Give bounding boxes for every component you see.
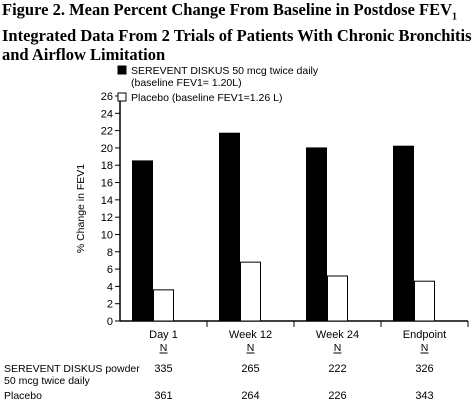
y-tick-label: 18 (101, 160, 113, 172)
figure-title: Figure 2. Mean Percent Change From Basel… (2, 0, 474, 64)
bar-serevent-2 (306, 147, 327, 322)
bar-serevent-1 (219, 132, 240, 322)
n-value: 326 (415, 363, 433, 375)
n-header: N (421, 342, 429, 354)
n-header: N (247, 342, 255, 354)
n-row-label-line2: 50 mcg twice daily (4, 375, 91, 387)
y-tick-label: 10 (101, 229, 113, 241)
bar-serevent-0 (132, 160, 153, 322)
x-tick-label: Day 1 (149, 329, 178, 341)
n-value: 361 (154, 390, 172, 402)
y-tick-label: 26 (101, 91, 113, 103)
legend-swatch-placebo (117, 92, 127, 102)
y-tick-label: 16 (101, 178, 113, 190)
bar-placebo-0 (153, 289, 174, 322)
y-tick-label: 8 (107, 247, 113, 259)
n-value: 265 (241, 363, 259, 375)
legend-swatch-serevent (117, 65, 127, 75)
legend-label-placebo: Placebo (baseline FEV1=1.26 L) (131, 92, 282, 104)
n-value: 222 (328, 363, 346, 375)
legend-note-serevent: (baseline FEV1= 1.20L) (131, 77, 242, 89)
bar-placebo-2 (327, 275, 348, 322)
n-row-label: SEREVENT DISKUS powder (4, 363, 140, 375)
y-tick-label: 6 (107, 264, 113, 276)
y-tick-label: 20 (101, 143, 113, 155)
y-tick-label: 22 (101, 126, 113, 138)
n-header: N (160, 342, 168, 354)
title-line-3: and Airflow Limitation (2, 45, 166, 65)
y-tick-label: 4 (107, 281, 113, 293)
y-tick-label: 2 (107, 299, 113, 311)
y-tick-label: 12 (101, 212, 113, 224)
n-value: 264 (241, 390, 259, 402)
x-tick-label: Week 24 (316, 329, 359, 341)
bar-placebo-1 (240, 261, 261, 322)
title-line-1: Figure 2. Mean Percent Change From Basel… (2, 0, 458, 23)
y-axis-label: % Change in FEV1 (75, 164, 87, 253)
bar-placebo-3 (414, 280, 435, 322)
x-tick-label: Endpoint (403, 329, 446, 341)
title-line-2: Integrated Data From 2 Trials of Patient… (2, 26, 472, 46)
n-value: 226 (328, 390, 346, 402)
y-tick-label: 14 (101, 195, 113, 207)
n-header: N (334, 342, 342, 354)
y-tick-label: 0 (107, 316, 113, 328)
n-value: 335 (154, 363, 172, 375)
y-tick-label: 24 (101, 108, 113, 120)
bar-serevent-3 (393, 145, 414, 322)
n-row-label: Placebo (4, 390, 42, 402)
n-value: 343 (415, 390, 433, 402)
legend-label-serevent: SEREVENT DISKUS 50 mcg twice daily (131, 65, 319, 77)
x-tick-label: Week 12 (229, 329, 272, 341)
